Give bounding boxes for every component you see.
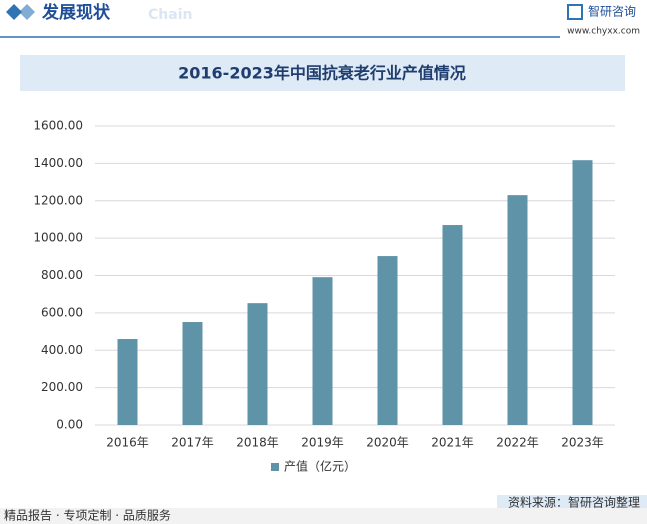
source: 资料来源：智研咨询整理 — [508, 495, 640, 510]
brand-url: www.chyxx.com — [567, 27, 640, 37]
header-icon — [19, 4, 35, 20]
x-tick-label: 2022年 — [496, 436, 539, 450]
header-title: 发展现状 — [41, 2, 111, 23]
y-tick-label: 400.00 — [41, 343, 83, 357]
bar — [117, 339, 138, 425]
y-tick-label: 1200.00 — [33, 193, 83, 207]
brand-name: 智研咨询 — [588, 4, 636, 19]
y-tick-label: 0.00 — [56, 418, 83, 432]
y-tick-label: 200.00 — [41, 380, 83, 394]
x-tick-label: 2023年 — [561, 436, 604, 450]
x-tick-label: 2017年 — [171, 436, 214, 450]
bar — [572, 160, 593, 425]
plot: 0.00 200.00 400.00 600.00 800.00 1000.00 1200.… — [33, 119, 615, 450]
x-tick-label: 2018年 — [236, 436, 279, 450]
x-tick-label: 2019年 — [301, 436, 344, 450]
x-tick-label: 2016年 — [106, 436, 149, 450]
y-tick-label: 800.00 — [41, 268, 83, 282]
header-subtitle: Chain — [148, 7, 192, 23]
footer-text: 精品报告 · 专项定制 · 品质服务 — [4, 508, 171, 523]
x-tick-label: 2020年 — [366, 436, 409, 450]
y-tick-label: 1400.00 — [33, 156, 83, 170]
footer-band — [0, 508, 647, 524]
bar — [442, 225, 463, 425]
source-band — [497, 495, 647, 511]
y-tick-label: 1600.00 — [33, 119, 83, 133]
y-tick-label: 600.00 — [41, 305, 83, 319]
legend-label: 产值（亿元） — [284, 459, 356, 474]
title-band — [20, 55, 625, 91]
bar — [247, 303, 268, 425]
chart-title: 2016-2023年中国抗衰老行业产值情况 — [178, 64, 466, 83]
x-tick-label: 2021年 — [431, 436, 474, 450]
y-tick-label: 1000.00 — [33, 231, 83, 245]
bar — [377, 256, 398, 425]
legend-swatch — [271, 463, 279, 471]
bar — [507, 195, 528, 425]
bar — [182, 322, 203, 425]
brand-logo — [567, 4, 583, 20]
bar — [312, 277, 333, 425]
header-icon — [6, 4, 22, 20]
